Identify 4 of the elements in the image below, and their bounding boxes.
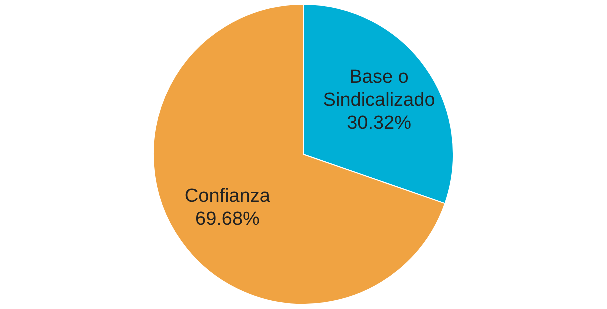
slice-label: Base o Sindicalizado: [323, 66, 436, 111]
data-label: 69.68%: [195, 209, 260, 230]
data-label: 30.32%: [347, 112, 412, 134]
slice-label: Confianza: [184, 186, 271, 208]
